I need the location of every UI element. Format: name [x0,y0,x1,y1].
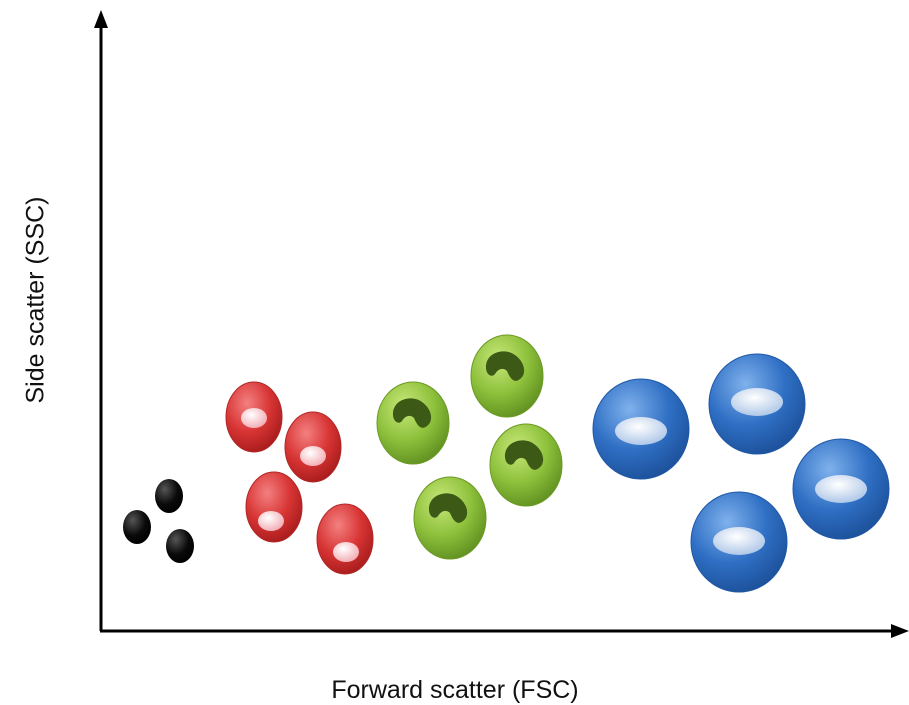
x-axis-arrowhead [891,624,909,638]
green-cell [470,334,544,418]
black-dot [166,529,194,563]
green-cell [376,381,450,465]
green-cell [489,423,563,507]
green-cell [413,476,487,560]
blue-cells-group [592,353,890,593]
red-cell [284,411,342,483]
green-cell-nucleus [428,493,468,523]
blue-cell [708,353,806,455]
blue-cell-nucleus [731,388,783,416]
x-axis-label: Forward scatter (FSC) [331,676,579,704]
red-cell-nucleus [333,542,359,562]
green-cell-nucleus [504,440,544,470]
red-cell-nucleus [241,408,267,428]
black-dot [123,510,151,544]
blue-cell-nucleus [615,417,667,445]
blue-cell [690,491,788,593]
blue-cell [792,438,890,540]
black-dot [155,479,183,513]
red-cell [245,471,303,543]
red-cell-nucleus [300,446,326,466]
y-axis-arrowhead [94,10,108,28]
y-axis-label: Side scatter (SSC) [21,196,50,404]
green-cell-nucleus [392,398,432,428]
blue-cell-nucleus [713,527,765,555]
red-cell [316,503,374,575]
red-cell-nucleus [258,511,284,531]
green-cells-group [376,334,563,560]
red-cell [225,381,283,453]
blue-cell-nucleus [815,475,867,503]
black-dots-group [123,479,194,563]
blue-cell [592,378,690,480]
green-cell-nucleus [485,351,525,381]
red-cells-group [225,381,374,575]
